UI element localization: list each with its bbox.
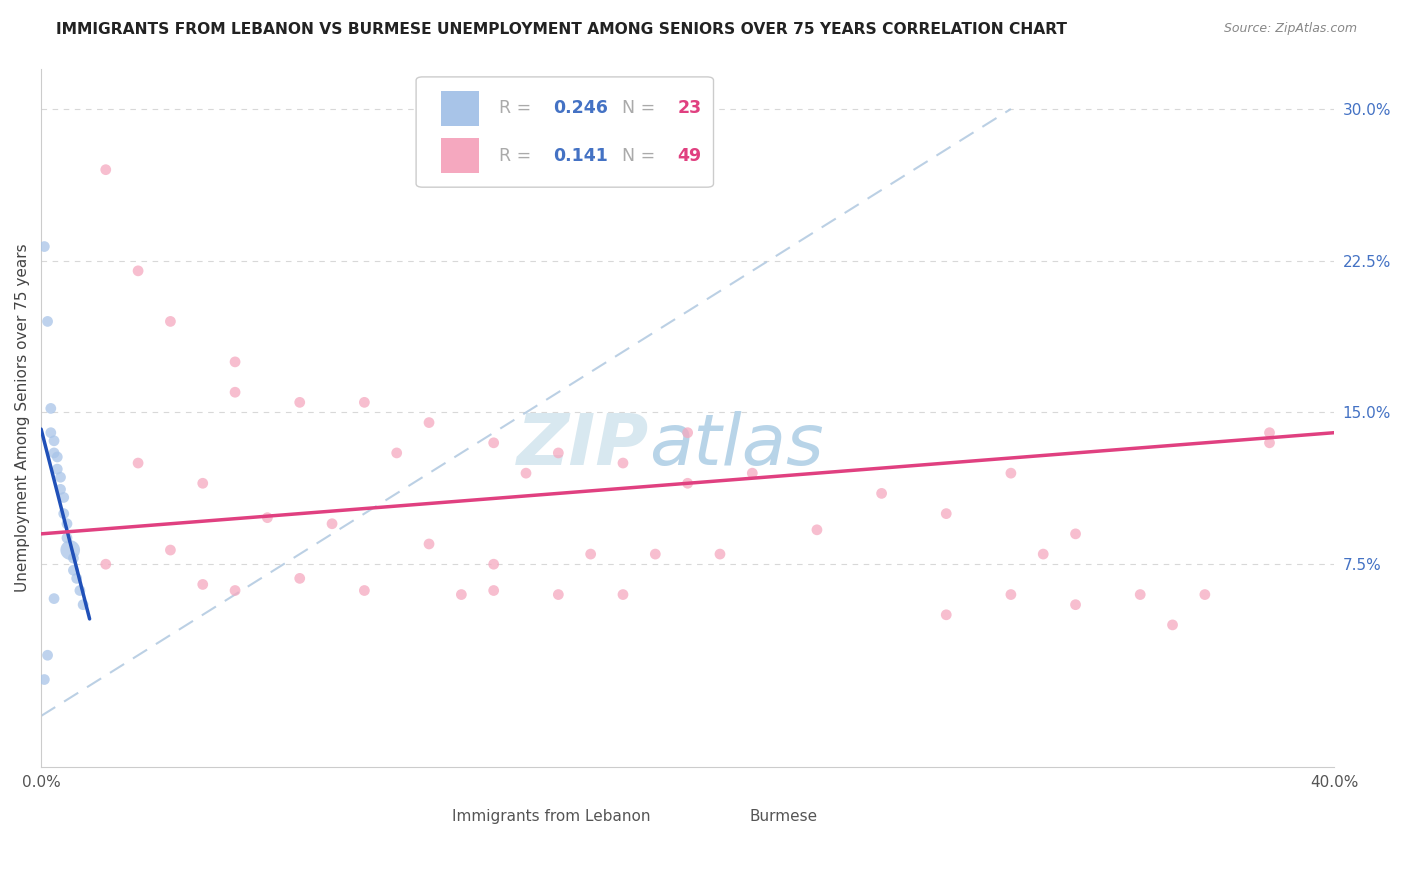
Point: [94, 558, 117, 572]
Point: [127, 264, 149, 278]
Point: [935, 507, 957, 521]
Point: [1064, 526, 1087, 541]
FancyBboxPatch shape: [440, 138, 479, 173]
Point: [66, 571, 89, 585]
Point: [1161, 618, 1184, 632]
Point: [1129, 588, 1152, 602]
Point: [42, 591, 65, 606]
Point: [49, 470, 72, 484]
Point: [56, 531, 79, 545]
Point: [644, 547, 666, 561]
FancyBboxPatch shape: [409, 805, 443, 830]
Point: [579, 547, 602, 561]
Point: [612, 456, 634, 470]
Point: [418, 537, 440, 551]
Text: 0.141: 0.141: [553, 147, 607, 165]
Point: [52, 507, 75, 521]
Point: [870, 486, 893, 500]
Point: [37, 314, 59, 328]
Text: 0.246: 0.246: [553, 99, 607, 117]
Point: [1258, 435, 1281, 450]
Text: IMMIGRANTS FROM LEBANON VS BURMESE UNEMPLOYMENT AMONG SENIORS OVER 75 YEARS CORR: IMMIGRANTS FROM LEBANON VS BURMESE UNEMP…: [56, 22, 1067, 37]
Point: [42, 434, 65, 448]
Point: [353, 583, 375, 598]
Point: [1064, 598, 1087, 612]
Point: [62, 563, 84, 577]
Point: [159, 314, 181, 328]
Point: [676, 425, 699, 440]
Point: [49, 483, 72, 497]
FancyBboxPatch shape: [707, 805, 741, 830]
Point: [482, 435, 505, 450]
Point: [94, 162, 117, 177]
Point: [191, 476, 214, 491]
Text: ZIP: ZIP: [516, 411, 648, 480]
Point: [224, 355, 246, 369]
Point: [52, 491, 75, 505]
Point: [288, 571, 311, 585]
Point: [34, 239, 56, 253]
Point: [547, 446, 569, 460]
Text: R =: R =: [499, 147, 531, 165]
Point: [39, 425, 62, 440]
Point: [34, 673, 56, 687]
Point: [321, 516, 343, 531]
Text: Immigrants from Lebanon: Immigrants from Lebanon: [453, 809, 651, 824]
Point: [450, 588, 472, 602]
Text: Source: ZipAtlas.com: Source: ZipAtlas.com: [1223, 22, 1357, 36]
Text: 49: 49: [678, 147, 702, 165]
Point: [806, 523, 828, 537]
Point: [676, 476, 699, 491]
Point: [39, 401, 62, 416]
Point: [69, 583, 91, 598]
Point: [1000, 588, 1022, 602]
FancyBboxPatch shape: [440, 91, 479, 126]
Point: [1032, 547, 1054, 561]
Point: [353, 395, 375, 409]
Point: [385, 446, 408, 460]
Point: [515, 466, 537, 480]
Y-axis label: Unemployment Among Seniors over 75 years: Unemployment Among Seniors over 75 years: [15, 244, 30, 591]
Point: [482, 558, 505, 572]
Point: [288, 395, 311, 409]
Point: [127, 456, 149, 470]
Point: [62, 551, 84, 566]
Point: [1000, 466, 1022, 480]
Point: [46, 462, 69, 476]
Point: [935, 607, 957, 622]
Text: Burmese: Burmese: [749, 809, 818, 824]
Point: [709, 547, 731, 561]
Point: [256, 510, 278, 524]
Point: [224, 385, 246, 400]
Point: [1258, 425, 1281, 440]
Text: atlas: atlas: [648, 411, 824, 480]
Point: [159, 543, 181, 558]
Point: [547, 588, 569, 602]
Text: R =: R =: [499, 99, 531, 117]
Point: [612, 588, 634, 602]
Point: [46, 450, 69, 464]
Point: [72, 598, 94, 612]
Point: [741, 466, 763, 480]
Point: [224, 583, 246, 598]
Text: 23: 23: [678, 99, 702, 117]
Text: N =: N =: [621, 147, 655, 165]
Point: [1194, 588, 1216, 602]
Point: [418, 416, 440, 430]
Text: N =: N =: [621, 99, 655, 117]
FancyBboxPatch shape: [416, 77, 713, 187]
Point: [42, 446, 65, 460]
Point: [56, 516, 79, 531]
Point: [59, 543, 82, 558]
Point: [37, 648, 59, 663]
Point: [482, 583, 505, 598]
Point: [191, 577, 214, 591]
